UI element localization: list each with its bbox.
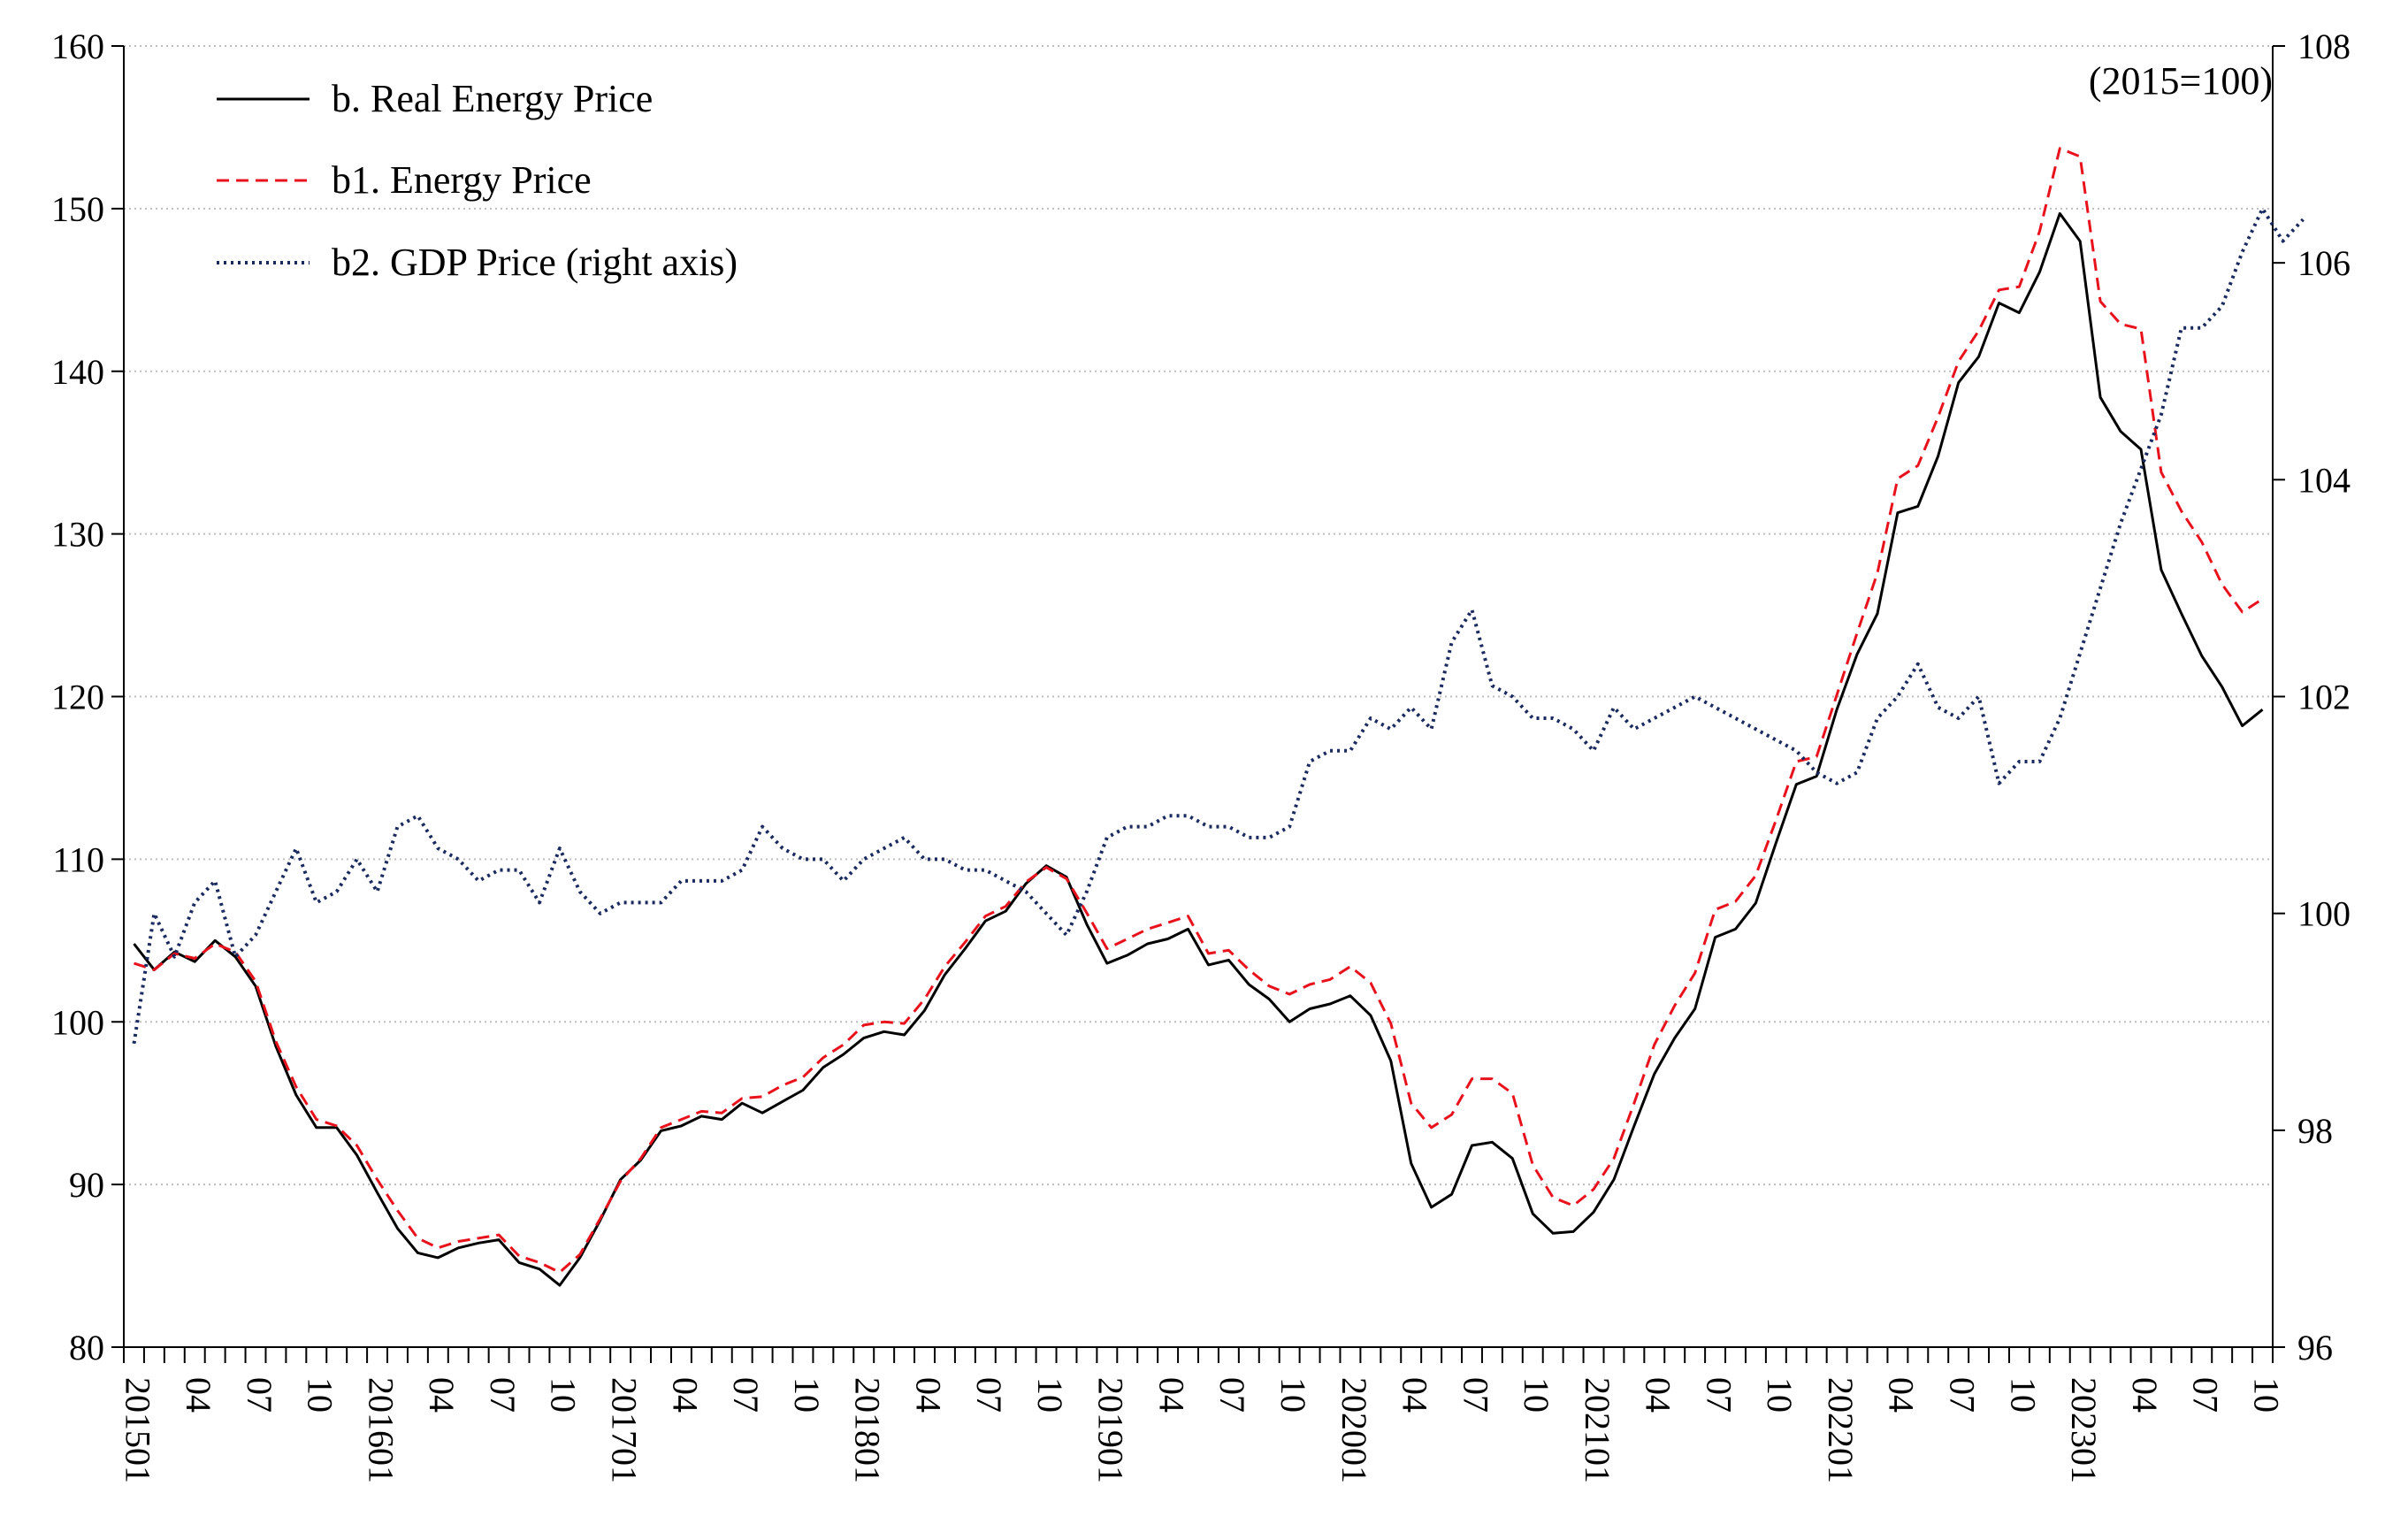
x-tick-label-202101: 202101 (1578, 1377, 1617, 1483)
y-right-tick-label-96: 96 (2297, 1328, 2333, 1367)
y-left-tick-label-140: 140 (51, 352, 104, 392)
x-tick-label-202001: 202001 (1334, 1377, 1374, 1483)
x-tick-label-04: 04 (422, 1377, 462, 1413)
y-left-tick-label-90: 90 (69, 1165, 104, 1205)
axes: 80 90 100 110 120 130 140 150 160 96 98 100 102 104 10… (51, 27, 2351, 1483)
x-tick-label-04: 04 (1151, 1377, 1191, 1413)
x-tick-label-07: 07 (969, 1377, 1009, 1413)
gridlines (124, 45, 2273, 1186)
y-right-tick-label-100: 100 (2297, 894, 2351, 934)
x-tick-label-10: 10 (1760, 1377, 1800, 1413)
x-tick-label-10: 10 (1517, 1377, 1556, 1413)
x-tick-label-04: 04 (665, 1377, 705, 1413)
x-tick-label-10: 10 (787, 1377, 827, 1413)
x-tick-label-201601: 201601 (361, 1377, 401, 1483)
series-line-b2-gdp-price-right-axis (132, 206, 2305, 1045)
x-tick-label-07: 07 (726, 1377, 766, 1413)
x-tick-label-07: 07 (2186, 1377, 2226, 1413)
x-tick-label-201801: 201801 (848, 1377, 888, 1483)
x-tick-label-04: 04 (1639, 1377, 1678, 1413)
x-tick-label-202301: 202301 (2064, 1377, 2104, 1483)
y-left-tick-label-80: 80 (69, 1328, 104, 1367)
x-tick-label-04: 04 (1395, 1377, 1435, 1413)
y-right-tick-label-104: 104 (2297, 460, 2351, 500)
x-tick-label-04: 04 (179, 1377, 218, 1413)
x-tick-label-07: 07 (1942, 1377, 1982, 1413)
x-tick-label-10: 10 (2003, 1377, 2043, 1413)
x-tick-label-07: 07 (240, 1377, 279, 1413)
x-tick-label-07: 07 (483, 1377, 523, 1413)
y-left-tick-label-150: 150 (51, 189, 104, 229)
legend-label-energy-price: b1. Energy Price (332, 158, 592, 202)
legend-label-real-energy-price: b. Real Energy Price (332, 77, 653, 120)
x-tick-label-10: 10 (1273, 1377, 1313, 1413)
x-tick-label-07: 07 (1699, 1377, 1739, 1413)
y-right-tick-label-108: 108 (2297, 27, 2351, 66)
series-line-b1-energy-price (134, 147, 2264, 1274)
x-tick-label-10: 10 (544, 1377, 584, 1413)
x-tick-label-10: 10 (2246, 1377, 2286, 1413)
y-left-tick-label-100: 100 (51, 1002, 104, 1042)
x-tick-label-201901: 201901 (1091, 1377, 1131, 1483)
x-tick-label-201701: 201701 (604, 1377, 644, 1483)
series-line-b-real-energy-price (133, 211, 2264, 1287)
series-lines (132, 147, 2305, 1287)
y-right-tick-label-98: 98 (2297, 1111, 2333, 1151)
y-right-tick-label-102: 102 (2297, 678, 2351, 717)
y-left-tick-label-160: 160 (51, 27, 104, 66)
legend-label-gdp-price: b2. GDP Price (right axis) (332, 241, 738, 284)
legend: b. Real Energy Price b1. Energy Price b2… (217, 77, 738, 284)
x-tick-label-04: 04 (2125, 1377, 2165, 1413)
y-left-tick-label-120: 120 (51, 678, 104, 717)
x-tick-label-04: 04 (1882, 1377, 1922, 1413)
y-left-tick-label-110: 110 (52, 839, 104, 879)
y-right-tick-label-106: 106 (2297, 243, 2351, 283)
x-tick-label-10: 10 (301, 1377, 340, 1413)
x-tick-label-10: 10 (1030, 1377, 1070, 1413)
y-left-tick-label-130: 130 (51, 515, 104, 555)
x-tick-label-201501: 201501 (118, 1377, 157, 1483)
x-tick-label-04: 04 (908, 1377, 948, 1413)
x-tick-label-07: 07 (1456, 1377, 1495, 1413)
base-year-note: (2015=100) (2089, 59, 2273, 103)
x-tick-label-202201: 202201 (1821, 1377, 1861, 1483)
x-tick-label-07: 07 (1212, 1377, 1252, 1413)
